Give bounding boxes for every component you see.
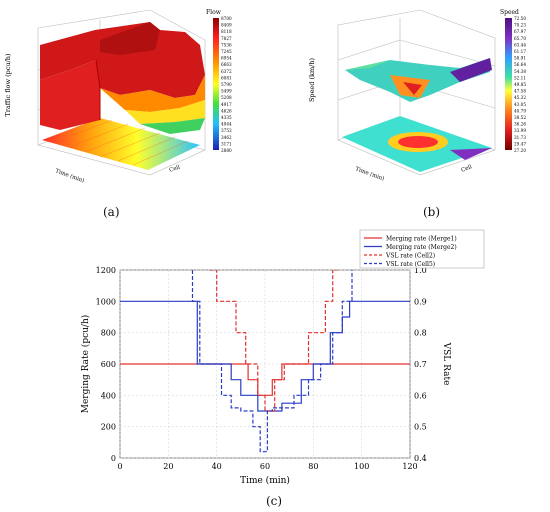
legend-entry: Merging rate (Merge1): [386, 236, 457, 243]
colorbar-tick-label: 40.79: [514, 108, 526, 113]
colorbar-tick-label: 49.85: [514, 82, 526, 87]
colorbar-tick-label: 3171: [221, 141, 232, 146]
colorbar-tick-label: 8700: [221, 16, 232, 21]
flow-yaxis-label: Cell: [169, 164, 182, 173]
colorbar-tick-label: 58.91: [514, 56, 526, 61]
colorbar-tick-label: 6663: [221, 62, 232, 67]
colorbar-tick-label: 38.52: [514, 115, 526, 120]
colorbar-tick-label: 5499: [221, 89, 232, 94]
colorbar-tick-label: 67.97: [514, 29, 526, 34]
caption-b: (b): [423, 205, 441, 219]
y-tick-label: 800: [101, 329, 116, 338]
y-tick-label: 1200: [96, 266, 116, 275]
chart-legend: Merging rate (Merge1)Merging rate (Merge…: [359, 229, 485, 269]
y2-tick-label: 1.0: [414, 266, 427, 275]
colorbar-tick-label: 31.73: [514, 135, 526, 140]
caption-c: (c): [266, 494, 283, 508]
legend-entry: VSL rate (Cell2): [385, 253, 435, 260]
colorbar-tick-label: 7827: [221, 36, 232, 41]
x-tick-label: 0: [117, 462, 122, 471]
speed-zaxis-label: Speed (km/h): [308, 57, 316, 102]
colorbar-tick-label: 61.17: [514, 49, 526, 54]
colorbar-tick-label: 47.58: [514, 89, 526, 94]
speed-colorbar: [505, 18, 512, 150]
colorbar-tick-label: 6081: [221, 75, 232, 80]
speed-3d-plot: Speed (km/h) Time (min) Cell Speed 72.50…: [308, 9, 526, 182]
flow-zaxis-label: Traffic flow (pcu/h): [4, 53, 12, 116]
colorbar-tick-label: 54.38: [514, 69, 526, 74]
colorbar-tick-label: 27.20: [514, 148, 526, 153]
legend-entry: VSL rate (Cell5): [385, 261, 435, 268]
speed-yaxis-label: Cell: [461, 164, 474, 174]
series-line-3: [209, 270, 338, 412]
colorbar-tick-label: 45.32: [514, 95, 526, 100]
colorbar-tick-label: 7536: [221, 42, 232, 47]
y-tick-label: 0: [111, 454, 116, 463]
merging-rate-svg: 0 20 40 60 80 100 1200200400600800100012000.40…: [80, 229, 485, 486]
x-tick-label: 120: [402, 462, 417, 471]
flow-colorbar: [213, 18, 219, 150]
colorbar-tick-label: 65.70: [514, 36, 526, 41]
flow-3d-plot: Traffic flow (pcu/h) Time (min) Cell Flo…: [4, 9, 232, 184]
y2-tick-label: 0.4: [414, 454, 427, 463]
colorbar-tick-label: 29.47: [514, 141, 526, 146]
colorbar-tick-label: 5790: [221, 82, 232, 87]
colorbar-tick-label: 3462: [221, 135, 232, 140]
colorbar-tick-label: 6954: [221, 56, 232, 61]
colorbar-tick-label: 3753: [221, 128, 232, 133]
colorbar-tick-label: 2880: [221, 148, 232, 153]
colorbar-tick-label: 7245: [221, 49, 232, 54]
colorbar-tick-label: 72.50: [514, 16, 526, 21]
colorbar-tick-label: 56.64: [514, 62, 526, 67]
flow-3d-panel: Traffic flow (pcu/h) Time (min) Cell Flo…: [0, 0, 250, 190]
colorbar-tick-label: 36.26: [514, 122, 526, 127]
y2-tick-label: 0.9: [414, 297, 427, 306]
y2-tick-label: 0.5: [414, 423, 427, 432]
legend-entry: Merging rate (Merge2): [386, 244, 457, 251]
x-tick-label: 80: [308, 462, 318, 471]
y-tick-label: 600: [101, 360, 116, 369]
x-axis-label: Time (min): [240, 475, 290, 486]
speed-colorbar-title: Speed: [500, 9, 519, 16]
y-tick-label: 200: [101, 423, 116, 432]
x-tick-label: 20: [163, 462, 173, 471]
y-tick-label: 400: [101, 391, 116, 400]
x-tick-label: 60: [260, 462, 270, 471]
colorbar-tick-label: 4626: [221, 108, 232, 113]
merging-rate-chart: 0 20 40 60 80 100 120 0 200 400 600 800 1000 1200 0.4 0…: [60, 228, 500, 490]
colorbar-tick-label: 8409: [221, 23, 232, 28]
y2-tick-label: 0.7: [414, 360, 427, 369]
series-line-1: [120, 363, 410, 396]
speed-3d-panel: Speed (km/h) Time (min) Cell Speed 72.50…: [300, 0, 550, 190]
colorbar-tick-label: 43.05: [514, 102, 526, 107]
caption-a: (a): [103, 205, 120, 219]
legend-box: [359, 229, 485, 269]
colorbar-tick-label: 52.11: [514, 75, 526, 80]
y2-axis-label: VSL Rate: [441, 342, 451, 386]
y2-tick-label: 0.6: [414, 391, 427, 400]
colorbar-tick-label: 5208: [221, 95, 232, 100]
colorbar-tick-label: 33.99: [514, 128, 526, 133]
colorbar-tick-label: 63.44: [514, 42, 526, 47]
y-tick-label: 1000: [96, 297, 116, 306]
x-tick-label: 100: [354, 462, 369, 471]
y2-tick-label: 0.8: [414, 329, 427, 338]
colorbar-tick-label: 4917: [221, 102, 232, 107]
colorbar-tick-label: 4044: [221, 122, 232, 127]
flow-xaxis-label: Time (min): [54, 167, 85, 184]
y-axis-label: Merging Rate (pcu/h): [80, 315, 91, 414]
series-line-4: [191, 270, 353, 453]
colorbar-tick-label: 4335: [221, 115, 232, 120]
colorbar-tick-label: 8118: [221, 29, 232, 34]
x-tick-label: 40: [212, 462, 222, 471]
flow-colorbar-title: Flow: [206, 9, 222, 16]
colorbar-tick-label: 70.23: [514, 23, 526, 28]
speed-xaxis-label: Time (min): [354, 165, 385, 182]
colorbar-tick-label: 6372: [221, 69, 232, 74]
